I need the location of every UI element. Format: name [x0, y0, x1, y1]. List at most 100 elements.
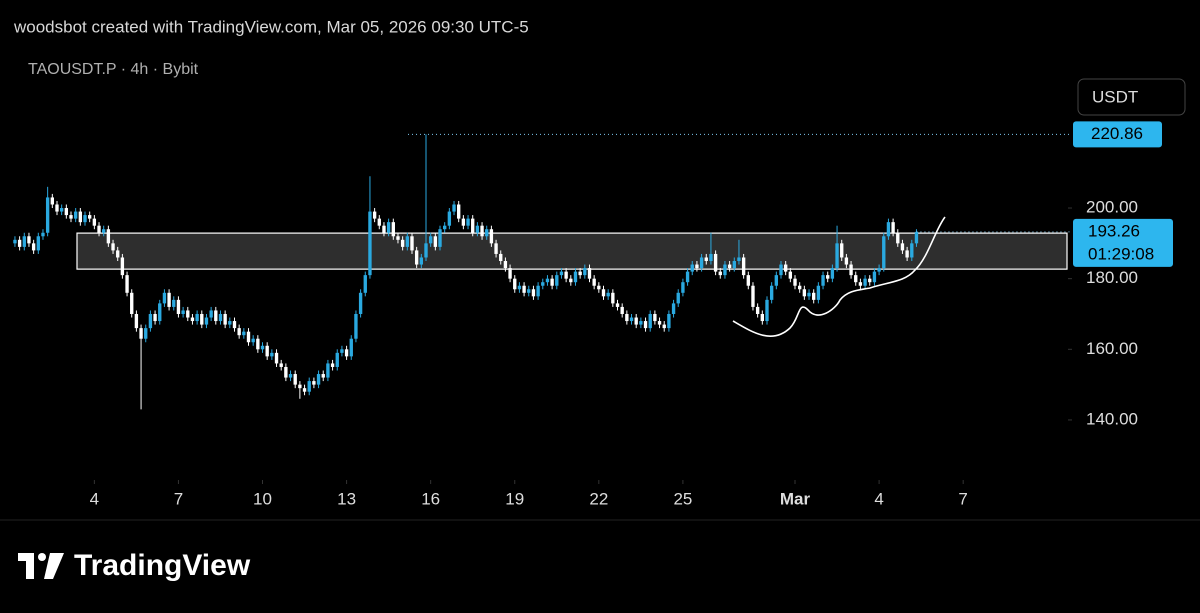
candle-body	[653, 313, 657, 322]
zone-box	[76, 232, 1068, 270]
byline: woodsbot created with TradingView.com, M…	[13, 17, 529, 36]
candle-body	[914, 231, 919, 244]
candle-body	[400, 239, 405, 247]
y-tick-label: 140.00	[1086, 409, 1138, 428]
x-tick-label: 13	[337, 489, 356, 508]
candle-body	[265, 345, 269, 357]
candle-body	[732, 261, 736, 269]
candle-body	[798, 285, 802, 290]
candle-body	[223, 313, 227, 325]
candle-body	[111, 243, 115, 251]
candle-body	[410, 236, 414, 251]
x-tick-label: 22	[589, 489, 608, 508]
candle-body	[102, 229, 106, 233]
candle-body	[88, 215, 92, 219]
candle-body	[372, 211, 377, 219]
candle-body	[69, 215, 73, 219]
candle-body	[251, 338, 255, 343]
candle-body	[667, 313, 671, 329]
candle-body	[868, 278, 872, 283]
candle-body	[424, 243, 428, 258]
candle-body	[564, 271, 568, 279]
candle-body	[835, 243, 839, 269]
candle-body	[788, 271, 793, 279]
candle-body	[326, 363, 330, 378]
candle-body	[783, 264, 788, 272]
candle-body	[648, 313, 652, 329]
candle-body	[172, 299, 176, 307]
candle-body	[414, 250, 419, 265]
candle-body	[629, 317, 634, 322]
candle-body	[480, 225, 484, 237]
candle-body	[340, 349, 344, 353]
candle-body	[78, 211, 83, 223]
candle-body	[620, 306, 624, 314]
candle-body	[541, 282, 545, 286]
candle-body	[176, 299, 181, 314]
candle-body	[22, 236, 26, 247]
candle-body	[237, 328, 241, 336]
candle-body	[368, 211, 372, 276]
candle-body	[200, 313, 204, 325]
candle-body	[844, 257, 849, 265]
candle-body	[503, 261, 508, 269]
candle-body	[316, 374, 321, 385]
candle-body	[438, 229, 442, 247]
candle-body	[587, 268, 592, 279]
candle-body	[816, 285, 821, 300]
candle-body	[643, 321, 648, 329]
candle-body	[657, 321, 662, 325]
candle-body	[639, 321, 643, 325]
y-tick-label: 180.00	[1086, 268, 1138, 287]
candle-body	[513, 278, 517, 290]
candle-body	[134, 313, 139, 329]
last-price-box	[1073, 218, 1173, 267]
candle-body	[139, 328, 143, 339]
currency-button[interactable]	[1077, 78, 1186, 116]
candle-body	[186, 310, 190, 318]
candle-body	[569, 278, 573, 283]
logo-part	[38, 553, 46, 561]
candle-body	[471, 218, 475, 233]
candle-body	[489, 229, 494, 244]
candle-body	[36, 236, 40, 251]
candle-body	[896, 232, 900, 244]
currency-button-label[interactable]: USDT	[1092, 87, 1138, 106]
candle-body	[746, 275, 750, 286]
x-tick-label: 4	[90, 489, 99, 508]
candle-body	[116, 250, 120, 258]
candle-body	[681, 282, 685, 293]
candle-body	[162, 292, 167, 304]
candle-body	[130, 292, 134, 314]
candle-body	[891, 222, 895, 233]
candle-body	[288, 374, 293, 378]
candle-body	[447, 211, 452, 226]
candle-body	[713, 253, 718, 272]
candle-body	[559, 271, 564, 276]
candle-body	[260, 345, 265, 350]
candle-body	[382, 225, 386, 233]
candle-body	[419, 257, 424, 265]
candle-body	[284, 366, 288, 378]
candle-body	[279, 363, 283, 367]
candle-body	[793, 278, 797, 286]
x-tick-label: 7	[958, 489, 967, 508]
candle-body	[59, 208, 64, 212]
candle-body	[802, 289, 807, 297]
candle-body	[270, 352, 274, 357]
candle-body	[555, 275, 559, 286]
candle-body	[13, 239, 17, 244]
candle-body	[695, 264, 699, 269]
candle-body	[485, 229, 489, 237]
candle-body	[83, 215, 87, 223]
x-tick-label: 10	[253, 489, 272, 508]
candle-body	[550, 278, 554, 286]
candle-body	[349, 338, 353, 357]
candle-body	[821, 275, 825, 286]
candle-body	[228, 321, 232, 325]
candle-body	[97, 225, 101, 233]
candle-body	[634, 317, 638, 325]
candle-body	[148, 313, 153, 329]
candle-body	[256, 338, 260, 350]
candle-body	[671, 303, 676, 314]
